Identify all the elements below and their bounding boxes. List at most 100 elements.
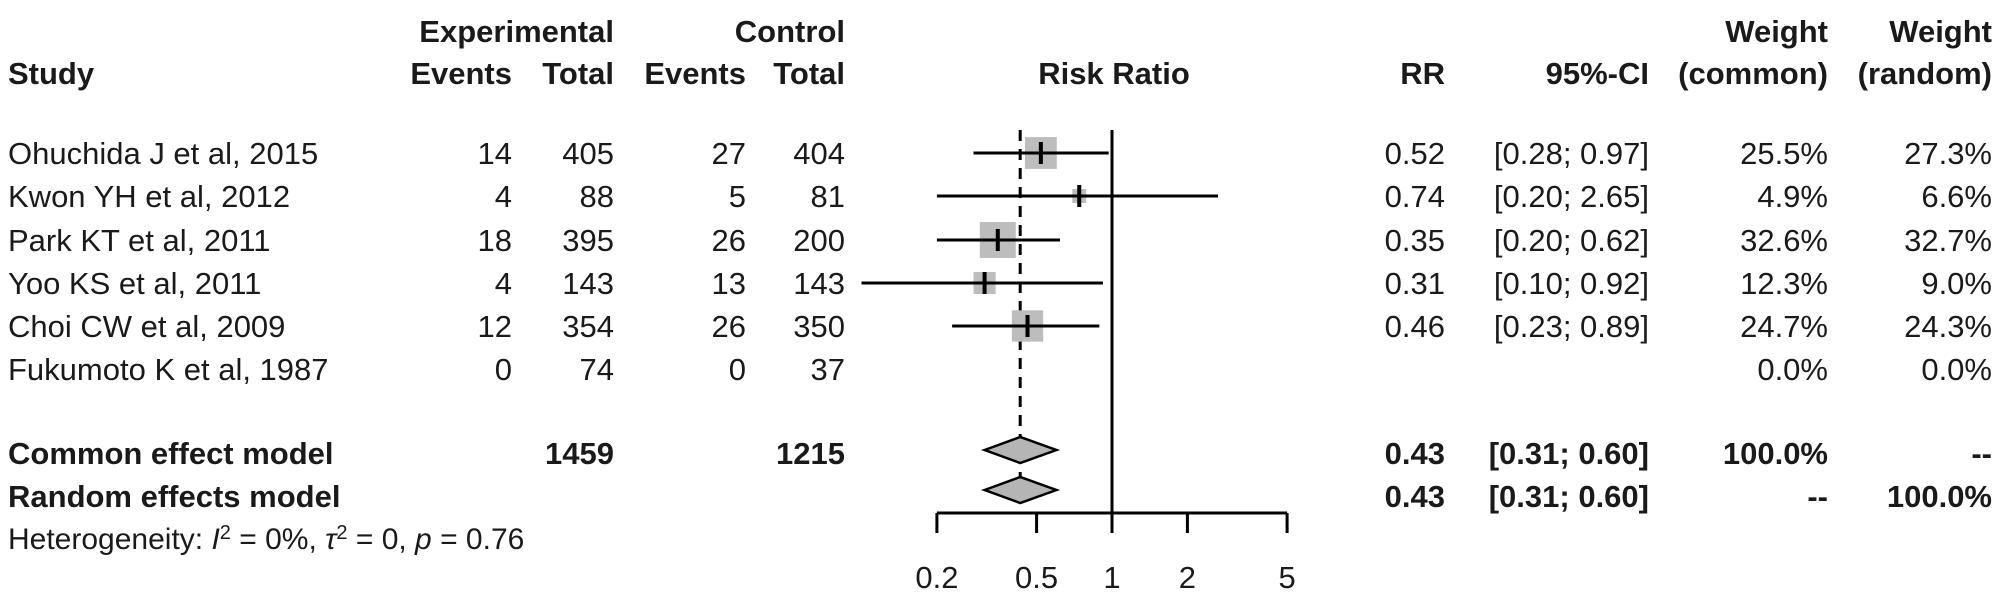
study-exp-total: 405 [562, 135, 614, 171]
study-exp-total: 395 [562, 222, 614, 258]
header-control-group: Control [734, 13, 845, 49]
heterogeneity-part: = 0%, [230, 522, 326, 556]
x-axis-tick-label: 0.2 [915, 560, 958, 595]
x-axis-tick-label: 0.5 [1015, 560, 1058, 595]
header-weight-random-sub: (random) [1857, 55, 1992, 91]
summary-rr: 0.43 [1384, 478, 1445, 514]
summary-weight-common: -- [1807, 478, 1828, 514]
heterogeneity-part: Heterogeneity: [8, 522, 212, 556]
study-exp-events: 4 [494, 265, 512, 301]
study-ctrl-total: 81 [810, 178, 845, 214]
study-name: Kwon YH et al, 2012 [8, 178, 291, 214]
study-name: Ohuchida J et al, 2015 [8, 135, 319, 171]
summary-weight-common: 100.0% [1722, 435, 1828, 471]
study-rr: 0.46 [1384, 308, 1445, 344]
study-exp-events: 12 [477, 308, 512, 344]
study-ctrl-total: 404 [793, 135, 845, 171]
study-weight-common: 25.5% [1740, 135, 1828, 171]
study-name: Fukumoto K et al, 1987 [8, 351, 329, 387]
study-ci: [0.20; 2.65] [1493, 178, 1649, 214]
header-experimental-group: Experimental [419, 13, 614, 49]
study-weight-common: 4.9% [1757, 178, 1828, 214]
study-weight-random: 6.6% [1921, 178, 1992, 214]
header-ctrl-total: Total [773, 55, 845, 91]
study-rr: 0.74 [1384, 178, 1445, 214]
heterogeneity-part: 2 [219, 521, 231, 544]
summary-weight-random: -- [1971, 435, 1992, 471]
study-ctrl-total: 37 [810, 351, 845, 387]
heterogeneity-part: p [415, 522, 432, 556]
header-ctrl-events: Events [644, 55, 746, 91]
pooled-diamond [980, 435, 1061, 465]
summary-exp-total: 1459 [545, 435, 614, 471]
study-weight-random: 32.7% [1904, 222, 1992, 258]
study-ctrl-events: 0 [728, 351, 746, 387]
x-axis-tick-label: 5 [1278, 560, 1295, 595]
heterogeneity-text: Heterogeneity: I2 = 0%, τ2 = 0, p = 0.76 [8, 512, 525, 556]
study-ctrl-events: 5 [728, 178, 746, 214]
header-exp-total: Total [542, 55, 614, 91]
study-ci: [0.10; 0.92] [1493, 265, 1649, 301]
x-axis-tick-label: 1 [1103, 560, 1120, 595]
study-weight-random: 0.0% [1921, 351, 1992, 387]
summary-ci: [0.31; 0.60] [1488, 435, 1649, 471]
study-exp-events: 18 [477, 222, 512, 258]
study-point-estimate-tick [1038, 142, 1043, 164]
study-rr: 0.52 [1384, 135, 1445, 171]
study-exp-total: 143 [562, 265, 614, 301]
study-ci: [0.20; 0.62] [1493, 222, 1649, 258]
study-ctrl-events: 26 [711, 222, 746, 258]
study-exp-total: 354 [562, 308, 614, 344]
study-name: Park KT et al, 2011 [8, 222, 271, 258]
header-rr: RR [1400, 55, 1445, 91]
header-weight-random: Weight [1889, 13, 1992, 49]
heterogeneity-part: = 0.76 [431, 522, 525, 556]
pooled-diamond [980, 475, 1061, 505]
study-weight-common: 32.6% [1740, 222, 1828, 258]
summary-label: Random effects model [8, 478, 341, 514]
heterogeneity-part: 2 [336, 521, 348, 544]
study-ctrl-total: 200 [793, 222, 845, 258]
heterogeneity-part: = 0, [347, 522, 416, 556]
study-weight-common: 12.3% [1740, 265, 1828, 301]
study-ctrl-total: 350 [793, 308, 845, 344]
header-study: Study [8, 55, 95, 91]
x-axis-tick-label: 2 [1179, 560, 1196, 595]
header-risk-ratio: Risk Ratio [1038, 55, 1190, 91]
study-name: Yoo KS et al, 2011 [8, 265, 262, 301]
study-ctrl-total: 143 [793, 265, 845, 301]
study-point-estimate-tick [995, 229, 1000, 251]
header-weight-common-sub: (common) [1678, 55, 1828, 91]
study-point-estimate-tick [1077, 185, 1082, 207]
heterogeneity-part: I [211, 522, 220, 556]
study-ci: [0.28; 0.97] [1493, 135, 1649, 171]
study-point-estimate-tick [982, 272, 987, 294]
study-weight-random: 24.3% [1904, 308, 1992, 344]
summary-weight-random: 100.0% [1886, 478, 1992, 514]
study-weight-random: 9.0% [1921, 265, 1992, 301]
study-rr: 0.31 [1384, 265, 1445, 301]
summary-label: Common effect model [8, 435, 334, 471]
summary-ci: [0.31; 0.60] [1488, 478, 1649, 514]
study-weight-common: 0.0% [1757, 351, 1828, 387]
study-name: Choi CW et al, 2009 [8, 308, 286, 344]
summary-ctrl-total: 1215 [776, 435, 845, 471]
study-ctrl-events: 26 [711, 308, 746, 344]
study-ci: [0.23; 0.89] [1493, 308, 1649, 344]
study-exp-events: 14 [477, 135, 512, 171]
study-exp-events: 0 [494, 351, 512, 387]
study-exp-events: 4 [494, 178, 512, 214]
summary-rr: 0.43 [1384, 435, 1445, 471]
study-rr: 0.35 [1384, 222, 1445, 258]
study-weight-random: 27.3% [1904, 135, 1992, 171]
study-ctrl-events: 27 [711, 135, 746, 171]
study-weight-common: 24.7% [1740, 308, 1828, 344]
study-exp-total: 74 [579, 351, 614, 387]
header-exp-events: Events [410, 55, 512, 91]
study-exp-total: 88 [579, 178, 614, 214]
header-weight-common: Weight [1725, 13, 1828, 49]
study-ctrl-events: 13 [711, 265, 746, 301]
header-ci: 95%-CI [1545, 55, 1649, 91]
